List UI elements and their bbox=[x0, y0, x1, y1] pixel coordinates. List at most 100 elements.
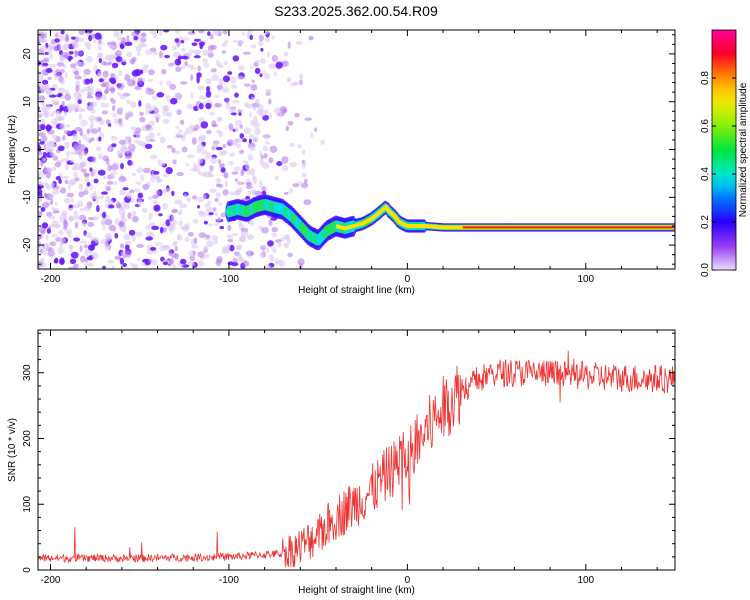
noise-blob bbox=[58, 229, 64, 236]
noise-blob bbox=[162, 118, 170, 124]
noise-blob bbox=[107, 164, 113, 172]
noise-blob bbox=[187, 154, 195, 159]
noise-blob bbox=[65, 163, 69, 171]
noise-blob bbox=[117, 92, 122, 96]
spectrogram-noise bbox=[38, 30, 326, 269]
noise-blob bbox=[159, 30, 163, 37]
noise-blob bbox=[74, 126, 82, 132]
noise-blob bbox=[249, 111, 253, 118]
noise-blob bbox=[152, 194, 159, 200]
noise-blob bbox=[198, 30, 205, 34]
noise-blob bbox=[83, 68, 91, 76]
noise-blob bbox=[216, 129, 222, 134]
noise-blob bbox=[283, 242, 290, 248]
noise-blob bbox=[184, 61, 188, 66]
noise-blob bbox=[166, 94, 171, 102]
noise-blob bbox=[101, 94, 107, 101]
y-tick-label: 0 bbox=[22, 567, 33, 573]
noise-blob bbox=[130, 262, 134, 267]
noise-blob bbox=[38, 95, 46, 102]
y-tick-label: 20 bbox=[22, 48, 33, 60]
noise-blob bbox=[151, 225, 160, 231]
noise-blob bbox=[156, 176, 161, 184]
noise-blob bbox=[226, 244, 231, 250]
noise-blob bbox=[74, 150, 79, 155]
noise-blob bbox=[74, 163, 82, 170]
noise-blob bbox=[183, 194, 188, 198]
noise-blob bbox=[155, 190, 161, 197]
noise-blob bbox=[180, 65, 186, 70]
noise-blob bbox=[187, 231, 194, 237]
noise-blob bbox=[262, 145, 268, 152]
noise-blob bbox=[219, 225, 225, 230]
noise-blob bbox=[218, 159, 222, 165]
noise-blob bbox=[159, 136, 166, 144]
noise-blob bbox=[203, 62, 210, 68]
noise-blob bbox=[78, 214, 87, 221]
noise-blob bbox=[106, 180, 114, 185]
noise-blob bbox=[218, 202, 222, 206]
noise-blob bbox=[237, 64, 245, 71]
noise-blob bbox=[249, 168, 256, 176]
noise-blob bbox=[106, 186, 111, 192]
noise-blob bbox=[165, 80, 172, 86]
noise-blob bbox=[132, 263, 139, 269]
noise-blob bbox=[249, 219, 254, 227]
x-tick-label: 0 bbox=[405, 575, 411, 586]
noise-blob bbox=[234, 126, 239, 133]
noise-blob bbox=[82, 74, 87, 78]
snr-plot: -200 -100 0 100 0 100 200 300 Height of straight… bbox=[7, 329, 676, 596]
noise-blob bbox=[112, 113, 118, 118]
noise-blob bbox=[79, 132, 84, 137]
noise-blob bbox=[216, 116, 222, 122]
noise-blob bbox=[213, 94, 220, 99]
noise-blob bbox=[52, 210, 58, 214]
noise-blob bbox=[103, 176, 107, 180]
noise-blob bbox=[269, 254, 274, 262]
noise-blob bbox=[211, 145, 215, 151]
noise-blob bbox=[124, 250, 132, 258]
noise-blob bbox=[169, 83, 177, 90]
noise-blob bbox=[78, 113, 82, 121]
noise-blob bbox=[88, 115, 96, 122]
noise-blob bbox=[252, 106, 257, 111]
noise-blob bbox=[197, 157, 203, 164]
noise-blob bbox=[104, 103, 109, 108]
noise-blob bbox=[199, 44, 203, 50]
noise-blob bbox=[89, 167, 93, 172]
y-axis-label: Frequency (Hz) bbox=[7, 115, 18, 184]
noise-blob bbox=[116, 201, 121, 209]
noise-blob bbox=[48, 193, 55, 198]
noise-blob bbox=[67, 183, 71, 191]
noise-blob bbox=[108, 224, 117, 232]
noise-blob bbox=[200, 121, 209, 129]
noise-blob bbox=[126, 35, 130, 43]
noise-blob bbox=[40, 102, 45, 106]
noise-blob bbox=[136, 167, 144, 174]
noise-blob bbox=[123, 149, 131, 154]
noise-blob bbox=[208, 170, 213, 175]
noise-blob bbox=[180, 81, 188, 85]
noise-blob bbox=[175, 125, 180, 129]
noise-blob bbox=[72, 68, 80, 75]
noise-blob bbox=[207, 49, 214, 54]
noise-blob bbox=[84, 188, 88, 194]
noise-blob bbox=[192, 218, 199, 224]
noise-blob bbox=[84, 249, 91, 257]
noise-blob bbox=[129, 189, 135, 194]
noise-blob bbox=[213, 238, 218, 245]
noise-blob bbox=[144, 90, 152, 95]
noise-blob bbox=[190, 74, 194, 81]
noise-blob bbox=[172, 159, 177, 165]
noise-blob bbox=[299, 73, 304, 81]
noise-blob bbox=[47, 145, 54, 153]
noise-blob bbox=[209, 111, 216, 116]
noise-blob bbox=[144, 111, 149, 115]
noise-blob bbox=[142, 64, 150, 69]
noise-blob bbox=[107, 259, 115, 264]
noise-blob bbox=[198, 117, 205, 123]
noise-blob bbox=[97, 169, 106, 176]
noise-blob bbox=[96, 117, 103, 122]
noise-blob bbox=[71, 133, 79, 141]
noise-blob bbox=[110, 135, 118, 141]
